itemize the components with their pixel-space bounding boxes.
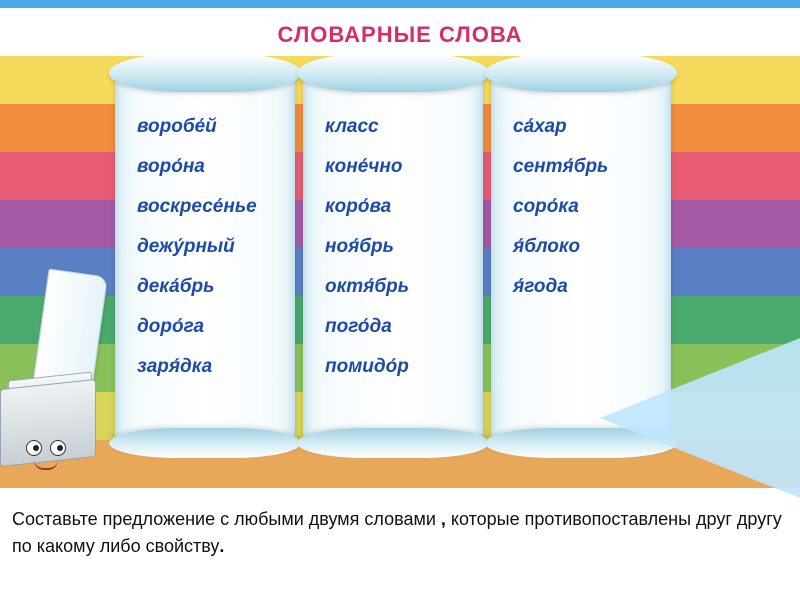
vocabulary-word: воскресе́нье (137, 196, 277, 218)
vocabulary-word: помидо́р (325, 356, 465, 378)
vocabulary-word: сентя́брь (513, 156, 653, 178)
vocabulary-word: я́блоко (513, 236, 653, 258)
caption-dot: . (219, 536, 224, 556)
vocabulary-word: я́года (513, 276, 653, 298)
slide-accent (600, 338, 800, 498)
caption-text: Составьте предложение с любыми двумя сло… (12, 509, 441, 529)
vocabulary-word: дежу́рный (137, 236, 277, 258)
scrolls-container: воробе́й воро́на воскресе́нье дежу́рный дека… (115, 68, 671, 448)
vocabulary-word: ноя́брь (325, 236, 465, 258)
slide-image: СЛОВАРНЫЕ СЛОВА воробе́й воро́на воскресе́… (0, 0, 800, 490)
vocabulary-word: доро́га (137, 316, 277, 338)
vocabulary-word: са́хар (513, 116, 653, 138)
vocabulary-word: октя́брь (325, 276, 465, 298)
heading-title: СЛОВАРНЫЕ СЛОВА (0, 22, 800, 48)
scroll-column: воробе́й воро́на воскресе́нье дежу́рный дека… (115, 68, 295, 448)
vocabulary-word: дека́брь (137, 276, 277, 298)
vocabulary-word: коне́чно (325, 156, 465, 178)
printer-character (0, 342, 110, 462)
scroll-column: класс коне́чно коро́ва ноя́брь октя́брь пого́… (303, 68, 483, 448)
task-caption: Составьте предложение с любыми двумя сло… (12, 506, 788, 560)
vocabulary-word: коро́ва (325, 196, 465, 218)
vocabulary-word: воробе́й (137, 116, 277, 138)
vocabulary-word: воро́на (137, 156, 277, 178)
vocabulary-word: заря́дка (137, 356, 277, 378)
vocabulary-word: класс (325, 116, 465, 138)
vocabulary-word: пого́да (325, 316, 465, 338)
vocabulary-word: соро́ка (513, 196, 653, 218)
